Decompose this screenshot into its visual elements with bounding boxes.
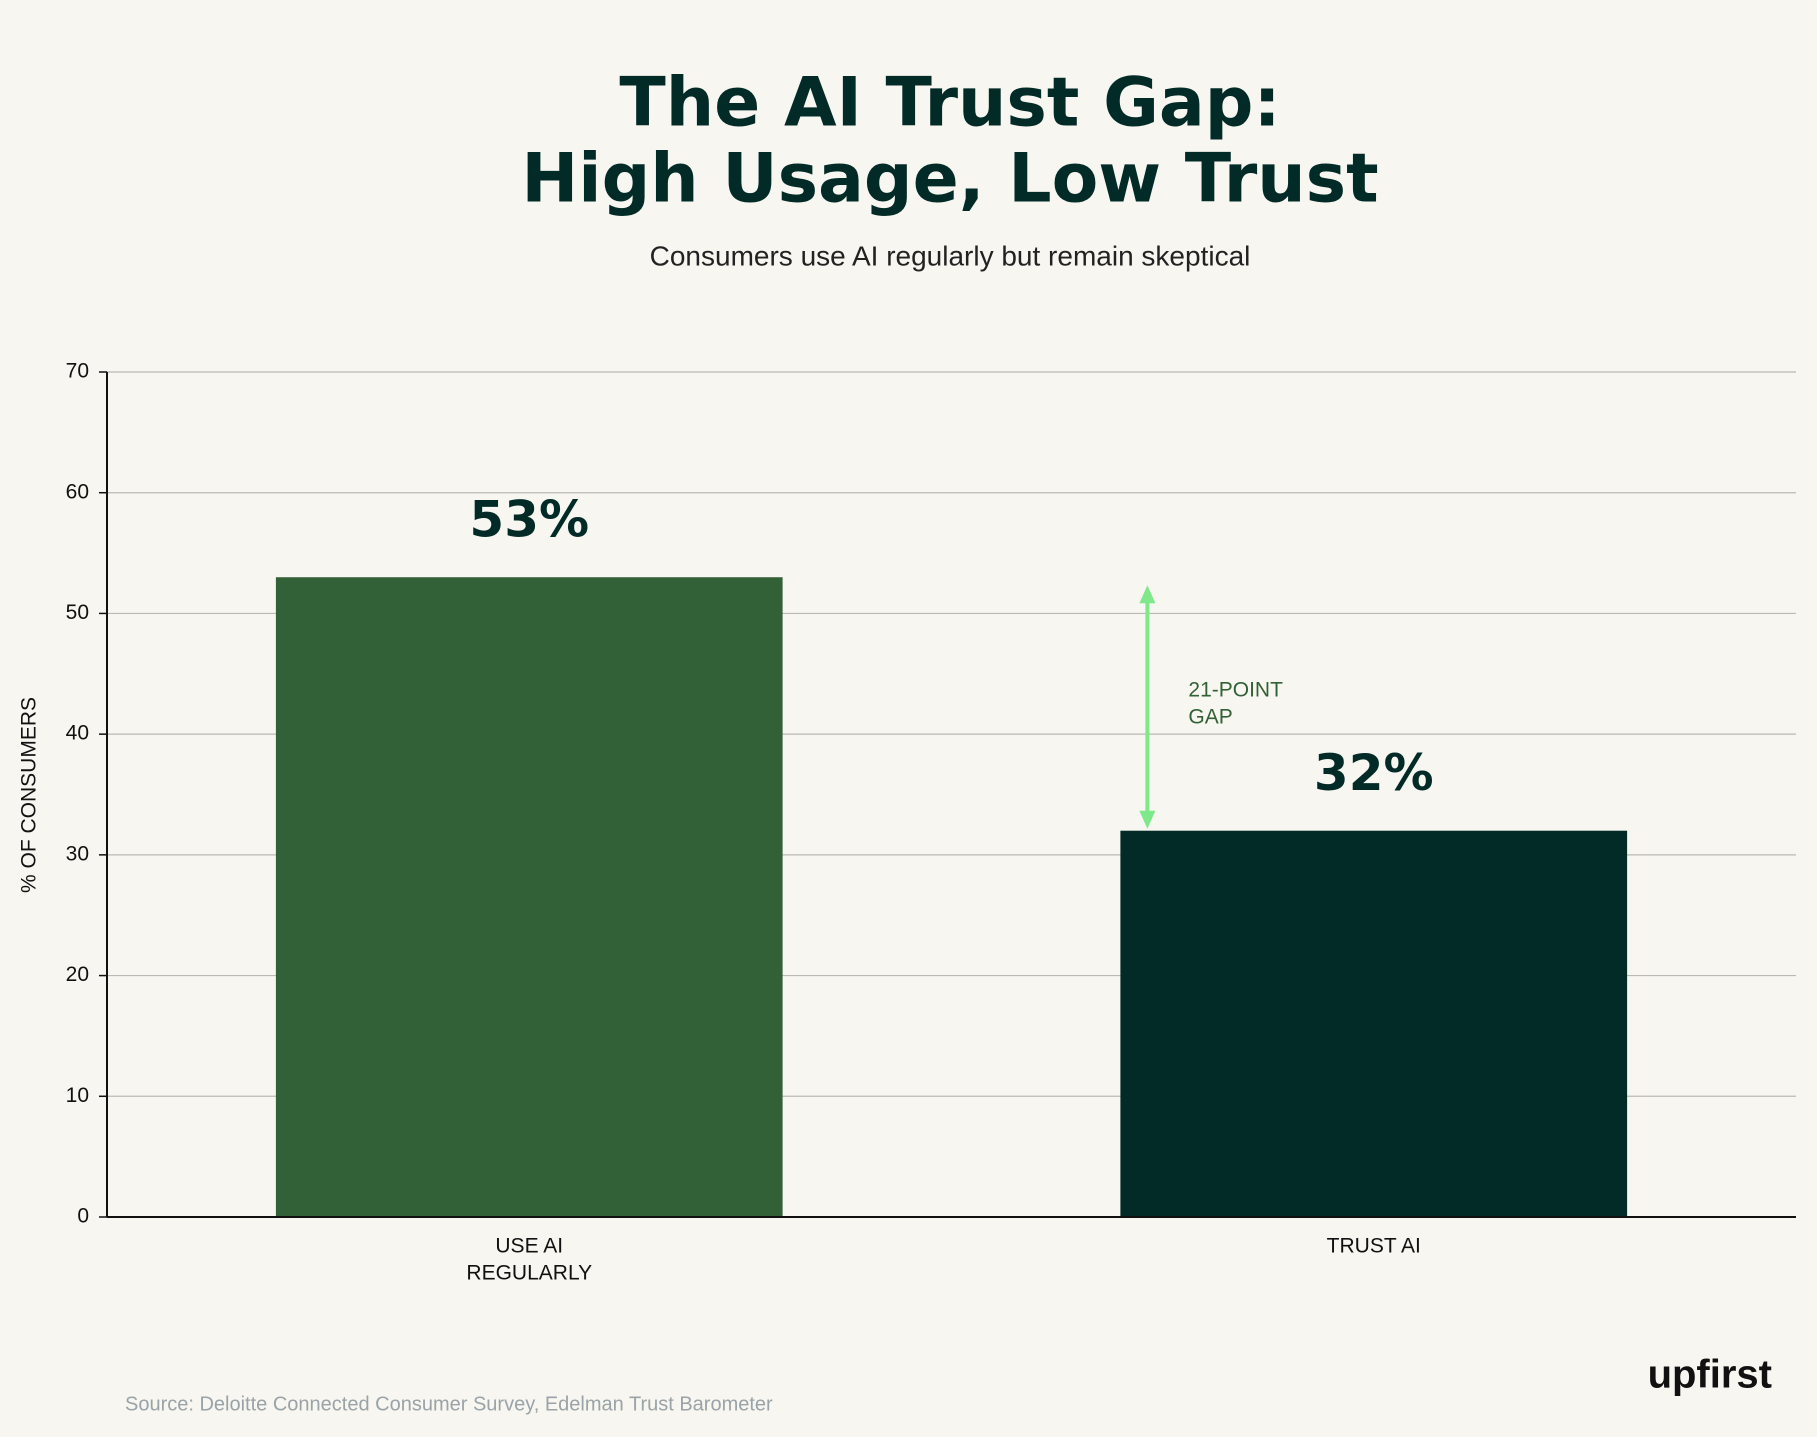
y-tick-label: 70 xyxy=(66,360,89,383)
annotation: 21-POINT xyxy=(1188,679,1283,702)
chart-title: The AI Trust Gap: xyxy=(619,64,1280,143)
x-tick-label: USE AI xyxy=(495,1235,563,1258)
value-label: 53% xyxy=(469,491,589,549)
bar xyxy=(1120,830,1628,1217)
y-tick-label: 0 xyxy=(77,1205,89,1228)
x-tick-label: TRUST AI xyxy=(1327,1235,1421,1258)
y-tick-label: 40 xyxy=(66,722,89,745)
y-tick-label: 20 xyxy=(66,963,89,986)
source: Source: Deloitte Connected Consumer Surv… xyxy=(125,1393,773,1415)
value-label: 32% xyxy=(1314,744,1434,802)
arrow-head xyxy=(1139,585,1156,604)
bar xyxy=(275,577,783,1217)
arrow-head xyxy=(1139,810,1156,829)
x-tick-label: REGULARLY xyxy=(466,1262,592,1285)
y-tick-label: 60 xyxy=(66,480,89,503)
y-axis-label: % OF CONSUMERS xyxy=(18,697,41,893)
chart-title: High Usage, Low Trust xyxy=(521,140,1378,219)
y-tick-label: 30 xyxy=(66,842,89,865)
y-tick-label: 50 xyxy=(66,601,89,624)
y-tick-label: 10 xyxy=(66,1084,89,1107)
logo: upfirst xyxy=(1648,1353,1772,1397)
annotation: GAP xyxy=(1188,706,1232,729)
chart-subtitle: Consumers use AI regularly but remain sk… xyxy=(650,240,1251,271)
